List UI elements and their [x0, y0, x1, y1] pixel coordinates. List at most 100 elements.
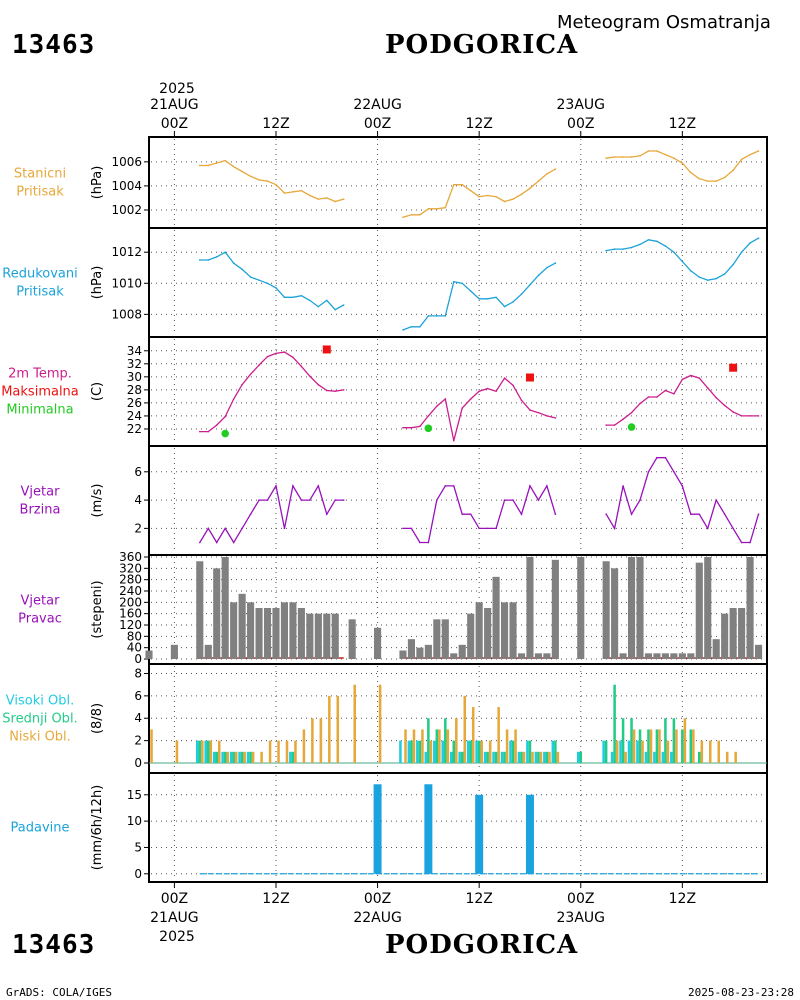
station-pressure-point: [647, 150, 650, 152]
cloud-low-bar: [649, 729, 653, 763]
temperature-point: [622, 418, 624, 420]
station-pressure-point: [673, 157, 675, 160]
cloud-cover-ylabel: (8/8): [90, 703, 105, 734]
wind-speed-point: [706, 527, 709, 530]
wind-speed-point: [486, 527, 489, 530]
cloud-high-bar: [458, 751, 461, 763]
wind-dir-bar: [627, 557, 636, 659]
cloud-high-bar: [619, 740, 622, 763]
reduced-pressure-point: [461, 282, 464, 285]
temperature-point: [690, 374, 692, 377]
wind-speed-point: [622, 485, 624, 487]
cloud-low-bar: [226, 751, 230, 763]
wind-speed-point: [740, 541, 743, 544]
wind-dir-bar: [602, 561, 610, 659]
wind-dir-bar: [611, 568, 619, 659]
temperature-series-line: [606, 374, 759, 426]
station-id-bottom: 13463: [12, 930, 96, 960]
station-pressure-point: [715, 180, 718, 182]
wind-dir-bar: [280, 602, 289, 659]
station-pressure-point: [427, 207, 430, 210]
station-pressure-point: [419, 213, 421, 216]
temperature-point: [342, 389, 345, 391]
timestamp-label: 2025-08-23-23:28: [688, 986, 794, 999]
wind-speed-point: [266, 499, 269, 501]
cloud-mid-bar: [520, 751, 523, 763]
wind-dir-bar: [526, 557, 534, 659]
station-pressure-point: [520, 193, 523, 196]
cloud-high-bar: [500, 751, 504, 763]
station-pressure-point: [241, 170, 243, 173]
bottom-date-label: 23AUG: [557, 910, 606, 926]
cloud-low-bar: [615, 740, 619, 763]
reduced-pressure-point: [444, 315, 447, 317]
cloud-high-bar: [399, 740, 402, 763]
cloud-mid-bar: [249, 751, 252, 763]
precipitation-ytick-label: 15: [127, 788, 142, 802]
cloud-low-bar: [209, 740, 213, 763]
wind-speed-point: [732, 527, 734, 530]
temperature-point: [207, 430, 210, 433]
reduced-pressure-point: [334, 308, 337, 311]
station-pressure-point: [656, 150, 658, 152]
reduced-pressure-point: [503, 305, 506, 308]
cloud-mid-bar: [664, 718, 667, 763]
wind-dir-bar: [170, 644, 178, 659]
precip-bar: [424, 784, 433, 874]
wind-dir-bar: [551, 559, 559, 659]
cloud-cover-ytick-label: 8: [134, 666, 142, 680]
cloud-mid-bar: [613, 684, 616, 763]
temperature-point: [334, 390, 337, 392]
reduced-pressure-point: [723, 273, 726, 275]
wind-speed-point: [452, 485, 455, 487]
reduced-pressure-point: [630, 246, 633, 249]
cloud-mid-bar: [579, 751, 583, 763]
reduced-pressure-series-line: [402, 262, 556, 331]
temperature-point: [419, 425, 421, 428]
wind-dir-bar: [670, 653, 678, 659]
wind-dir-bar: [492, 576, 500, 659]
wind-direction-ylabel: (stepeni): [90, 580, 105, 638]
cloud-low-bar: [522, 751, 526, 763]
station-pressure-point: [605, 157, 607, 160]
wind-speed-series-line: [403, 484, 557, 544]
cloud-high-bar: [212, 751, 216, 763]
top-date-label: 23AUG: [557, 97, 606, 113]
cloud-high-bar: [644, 751, 648, 763]
temperature-point: [241, 383, 243, 386]
cloud-mid-bar: [427, 718, 430, 763]
bottom-hour-label: 00Z: [364, 891, 391, 907]
wind-speed-point: [749, 541, 751, 544]
wind-direction-ytick-label: 120: [119, 618, 142, 632]
cloud-cover-panel-label: Srednji Obl.: [2, 712, 77, 727]
cloud-mid-bar: [604, 740, 608, 763]
cloud-high-bar: [466, 740, 470, 763]
cloud-low-bar: [556, 751, 560, 763]
reduced-pressure-panel-label: Redukovani: [2, 267, 77, 282]
wind-speed-point: [224, 527, 226, 530]
temperature-point: [495, 390, 497, 392]
cloud-high-bar: [509, 740, 512, 763]
temperature-point: [723, 404, 726, 407]
wind-dir-bar: [441, 619, 449, 659]
wind-dir-bar: [348, 619, 356, 659]
cloud-mid-bar: [681, 729, 684, 763]
wind-dir-bar: [204, 644, 212, 659]
temperature-point: [681, 378, 684, 381]
station-pressure-point: [410, 213, 413, 216]
station-pressure-point: [461, 183, 464, 186]
temperature-ytick-label: 34: [127, 344, 142, 358]
temperature-point: [639, 402, 641, 405]
temperature-point: [537, 411, 540, 414]
reduced-pressure-point: [452, 280, 455, 283]
reduced-pressure-point: [622, 248, 624, 250]
reduced-pressure-point: [639, 243, 641, 246]
wind-speed-point: [503, 499, 506, 501]
cloud-mid-bar: [435, 729, 439, 763]
wind-dir-bar: [331, 613, 339, 659]
bottom-hour-label: 12Z: [669, 891, 696, 907]
wind-speed-ylabel: (m/s): [90, 484, 105, 518]
cloud-low-bar: [531, 751, 534, 763]
wind-speed-point: [300, 499, 303, 501]
station-pressure-point: [690, 171, 692, 174]
